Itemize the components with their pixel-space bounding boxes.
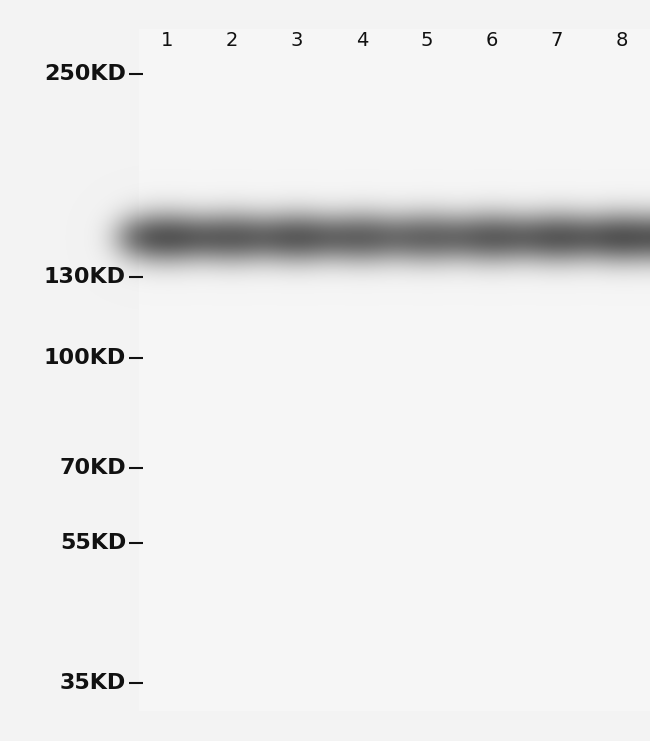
Text: 4: 4: [356, 31, 368, 50]
Text: 70KD: 70KD: [59, 458, 126, 478]
Text: 5: 5: [421, 31, 434, 50]
Text: 55KD: 55KD: [60, 533, 126, 553]
Text: 35KD: 35KD: [60, 673, 126, 693]
Text: 2: 2: [226, 31, 238, 50]
Text: 7: 7: [551, 31, 563, 50]
Text: 8: 8: [616, 31, 628, 50]
Text: 100KD: 100KD: [44, 348, 126, 368]
Text: 250KD: 250KD: [44, 64, 126, 84]
Text: 1: 1: [161, 31, 173, 50]
Text: 6: 6: [486, 31, 498, 50]
Text: 130KD: 130KD: [44, 267, 126, 287]
Text: 3: 3: [291, 31, 303, 50]
